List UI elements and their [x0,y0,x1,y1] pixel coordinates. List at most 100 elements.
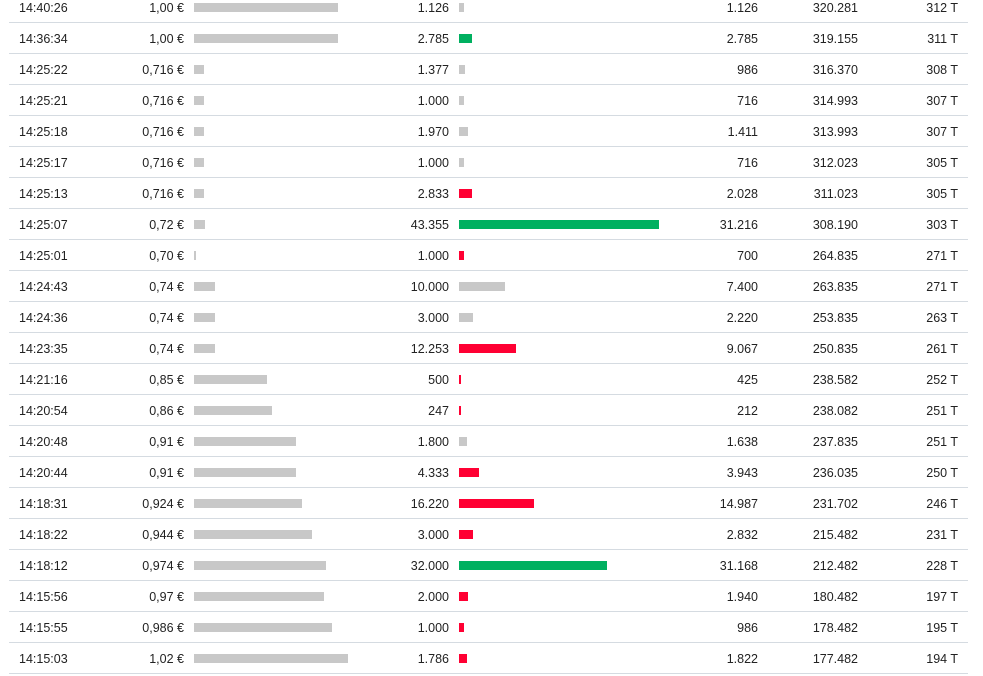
trade-price: 0,91 € [149,466,184,480]
trade-time: 14:21:16 [19,373,68,387]
trade-count: 263 T [926,311,958,325]
cumulative-volume: 320.281 [812,1,858,15]
trade-time: 14:15:03 [19,652,68,666]
trade-volume: 16.220 [410,497,449,511]
trade-amount: 1.126 [726,1,758,15]
cumulative-volume: 231.702 [812,497,858,511]
trade-volume: 3.000 [417,311,449,325]
table-row: 14:40:26 1,00 € 1.126 1.126 320.281 312 T [9,0,968,23]
table-row: 14:24:43 0,74 € 10.000 7.400 263.835 271 T [9,271,968,302]
volume-bar [459,375,461,384]
price-bar [194,282,215,291]
price-bar [194,313,215,322]
trade-price: 0,986 € [142,621,184,635]
trade-time: 14:25:18 [19,125,68,139]
trade-time: 14:24:43 [19,280,68,294]
price-bar [194,499,303,508]
trade-amount: 1.940 [726,590,758,604]
volume-bar [459,406,461,415]
table-row: 14:18:22 0,944 € 3.000 2.832 215.482 231 T [9,519,968,550]
trade-time: 14:25:07 [19,218,68,232]
volume-bar [459,3,464,12]
price-bar [194,127,204,136]
trade-count: 271 T [926,280,958,294]
trade-volume: 1.377 [417,63,449,77]
trade-volume: 1.786 [417,652,449,666]
cumulative-volume: 180.482 [812,590,858,604]
cumulative-volume: 250.835 [812,342,858,356]
cumulative-volume: 264.835 [812,249,858,263]
trade-volume: 12.253 [410,342,449,356]
trade-volume: 3.000 [417,528,449,542]
trade-price: 0,86 € [149,404,184,418]
table-row: 14:25:18 0,716 € 1.970 1.411 313.993 307 T [9,116,968,147]
cumulative-volume: 212.482 [812,559,858,573]
trade-price: 0,716 € [142,156,184,170]
trade-price: 0,74 € [149,280,184,294]
trade-count: 251 T [926,435,958,449]
volume-bar [459,127,468,136]
price-bar [194,623,332,632]
trade-amount: 1.638 [726,435,758,449]
cumulative-volume: 314.993 [812,94,858,108]
price-bar [194,65,204,74]
trade-count: 231 T [926,528,958,542]
cumulative-volume: 319.155 [812,32,858,46]
cumulative-volume: 312.023 [812,156,858,170]
trade-time: 14:25:21 [19,94,68,108]
table-row: 14:24:36 0,74 € 3.000 2.220 253.835 263 T [9,302,968,333]
cumulative-volume: 238.082 [812,404,858,418]
trade-time: 14:25:13 [19,187,68,201]
trade-time: 14:18:12 [19,559,68,573]
trade-volume: 4.333 [417,466,449,480]
trade-price: 1,02 € [149,652,184,666]
price-bar [194,375,268,384]
trade-volume: 2.785 [417,32,449,46]
table-row: 14:15:56 0,97 € 2.000 1.940 180.482 197 T [9,581,968,612]
trades-table: 14:40:26 1,00 € 1.126 1.126 320.281 312 T 14:3… [9,0,968,674]
trade-amount: 1.822 [726,652,758,666]
volume-bar [459,251,464,260]
cumulative-volume: 177.482 [812,652,858,666]
trade-price: 0,70 € [149,249,184,263]
trade-amount: 14.987 [719,497,758,511]
trade-count: 261 T [926,342,958,356]
trade-amount: 31.216 [719,218,758,232]
trade-amount: 1.411 [727,125,758,139]
price-bar [194,189,204,198]
table-row: 14:25:17 0,716 € 1.000 716 312.023 305 T [9,147,968,178]
trade-count: 228 T [926,559,958,573]
price-bar [194,654,348,663]
trade-volume: 10.000 [410,280,449,294]
price-bar [194,3,339,12]
trade-time: 14:40:26 [19,1,68,15]
trade-volume: 1.126 [417,1,449,15]
volume-bar [459,313,473,322]
table-row: 14:25:22 0,716 € 1.377 986 316.370 308 T [9,54,968,85]
volume-bar [459,654,467,663]
table-row: 14:20:44 0,91 € 4.333 3.943 236.035 250 T [9,457,968,488]
volume-bar [459,220,659,229]
table-row: 14:25:07 0,72 € 43.355 31.216 308.190 303 T [9,209,968,240]
trade-price: 0,716 € [142,63,184,77]
trade-count: 250 T [926,466,958,480]
trade-volume: 32.000 [410,559,449,573]
trade-count: 194 T [926,652,958,666]
trade-amount: 2.832 [726,528,758,542]
trade-count: 307 T [926,125,958,139]
trade-volume: 1.000 [417,94,449,108]
table-row: 14:25:21 0,716 € 1.000 716 314.993 307 T [9,85,968,116]
trade-amount: 31.168 [719,559,758,573]
table-row: 14:23:35 0,74 € 12.253 9.067 250.835 261 T [9,333,968,364]
cumulative-volume: 311.023 [813,187,858,201]
trade-amount: 716 [737,156,758,170]
trade-amount: 986 [737,621,758,635]
volume-bar [459,592,468,601]
table-row: 14:36:34 1,00 € 2.785 2.785 319.155 311 T [9,23,968,54]
trade-amount: 716 [737,94,758,108]
trade-volume: 1.000 [417,156,449,170]
trade-price: 0,716 € [142,94,184,108]
trade-time: 14:20:44 [19,466,68,480]
trade-volume: 1.970 [417,125,449,139]
trade-volume: 43.355 [410,218,449,232]
